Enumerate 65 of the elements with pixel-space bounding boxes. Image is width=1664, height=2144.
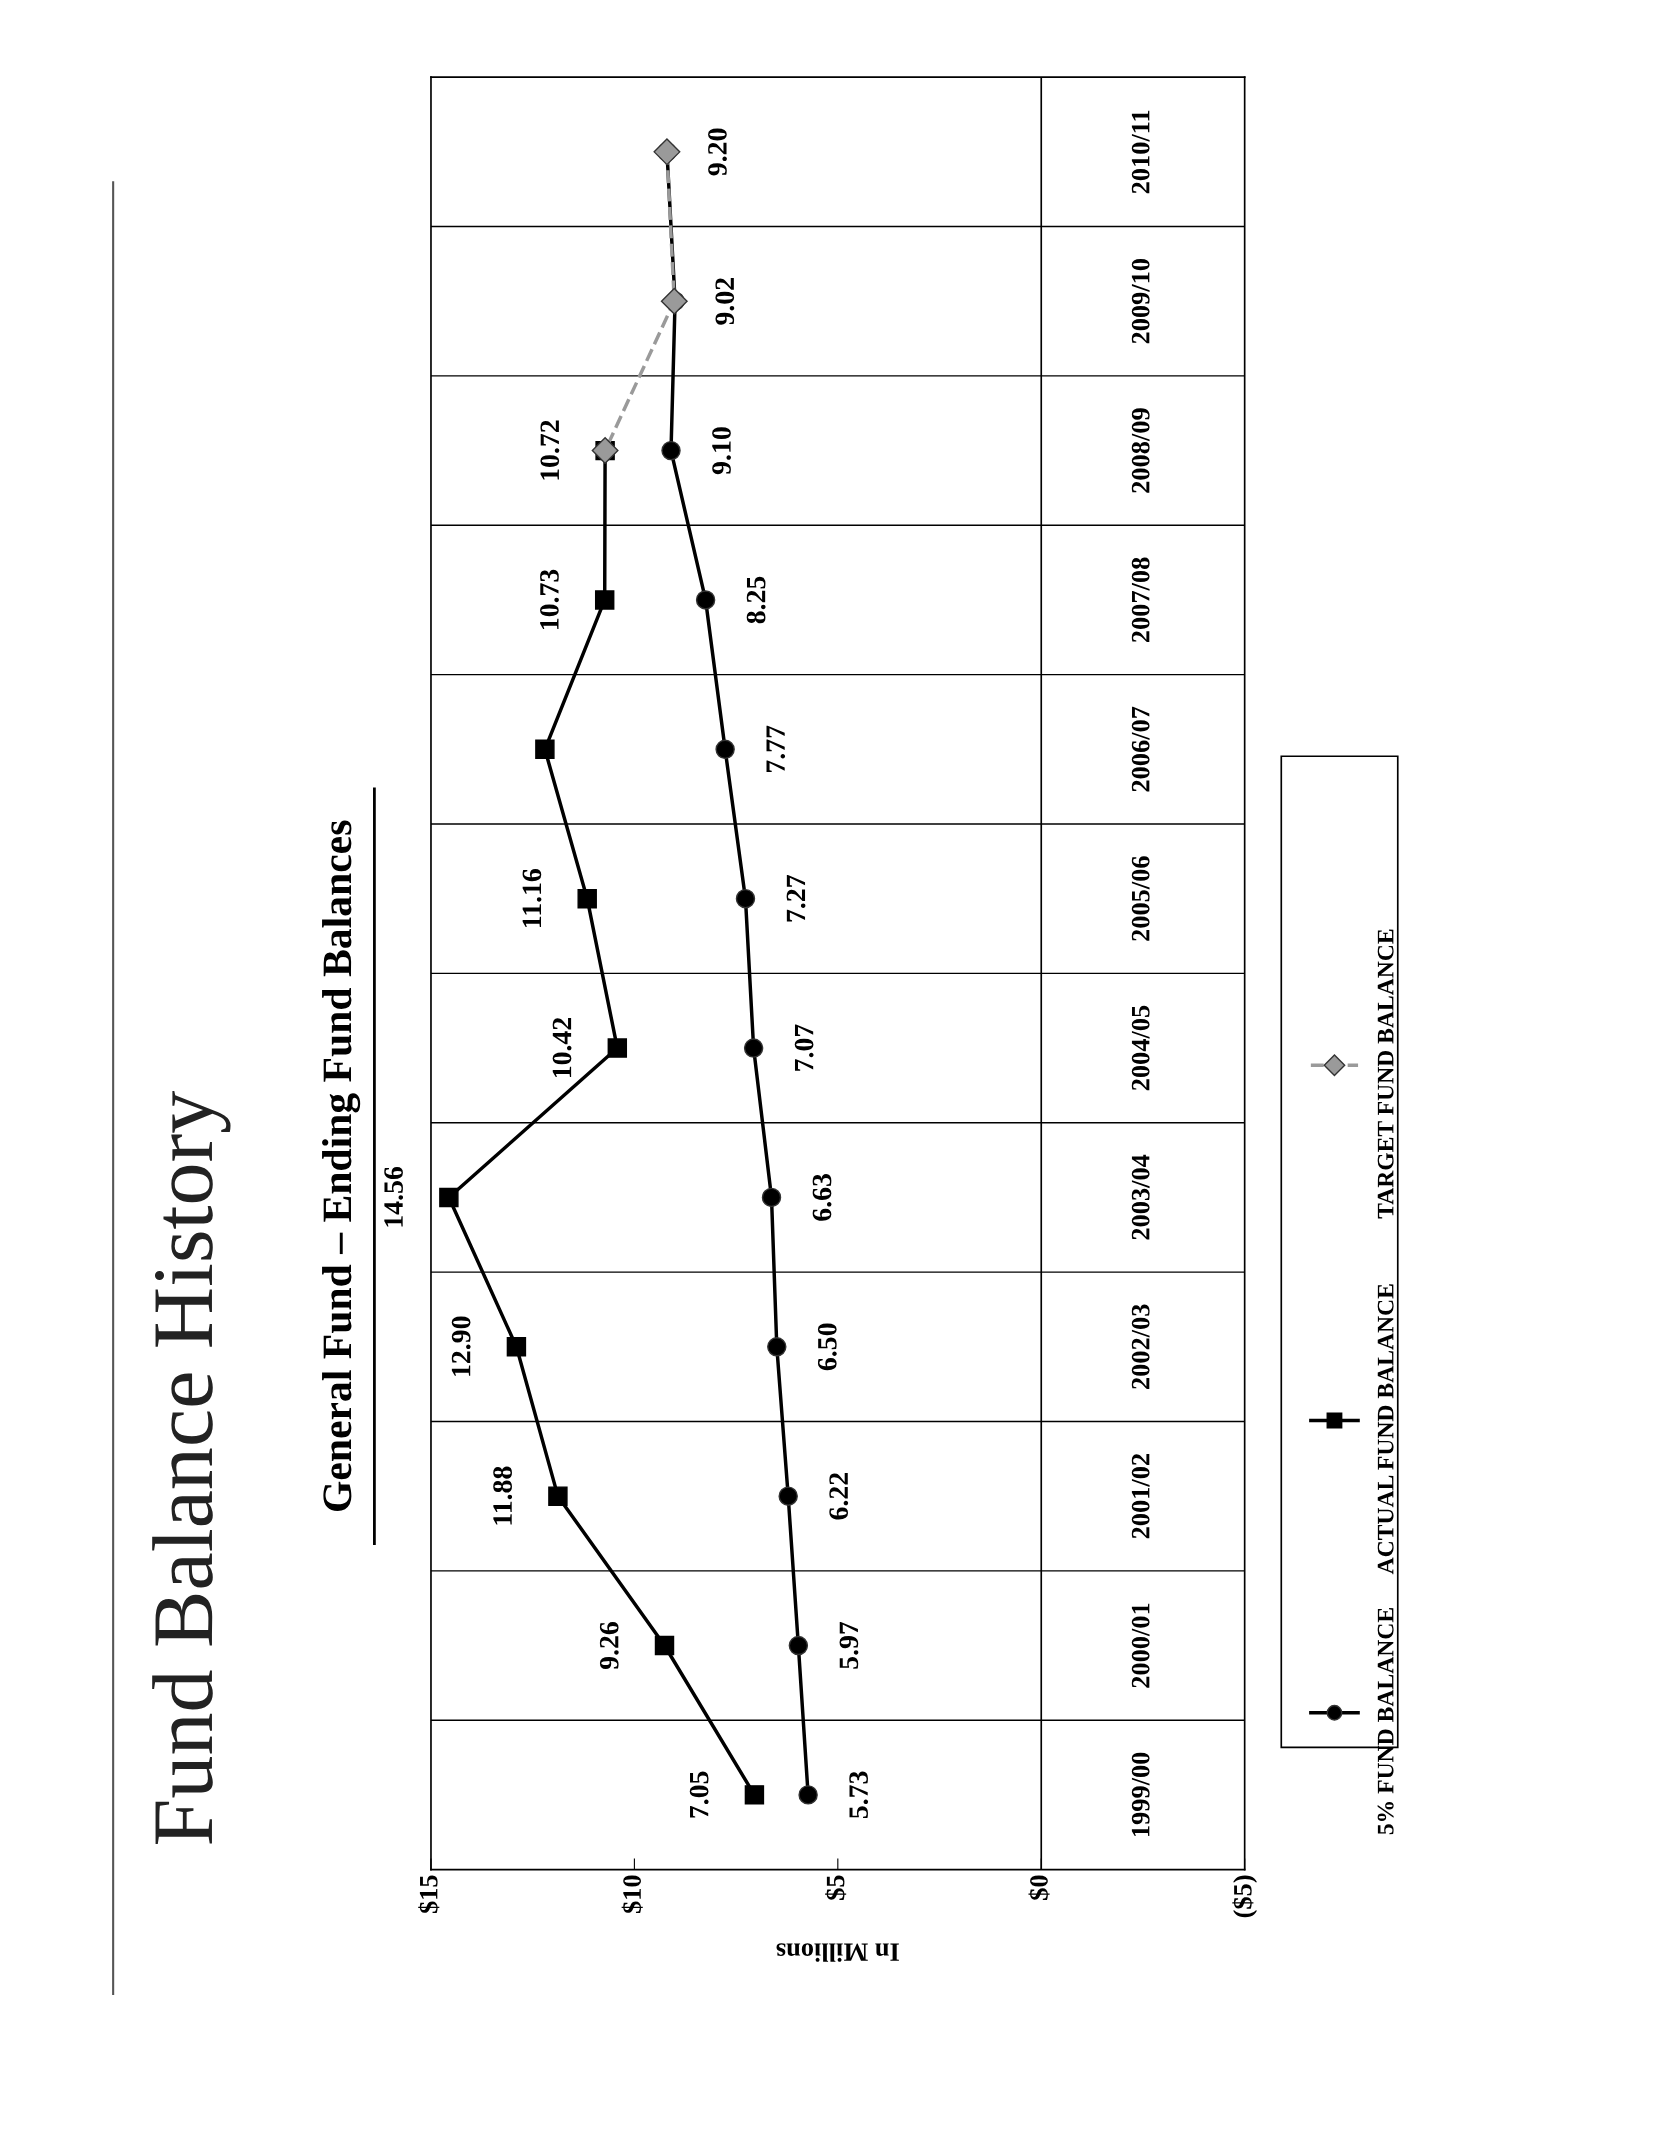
y-tick-label: 2010/11 xyxy=(1131,110,1150,194)
y-tick-label: 2000/01 xyxy=(1131,1603,1150,1688)
point xyxy=(798,1785,818,1805)
point xyxy=(744,1785,765,1805)
data-label: 7.05 xyxy=(689,1771,709,1818)
y-tick-label: 2008/09 xyxy=(1131,408,1150,493)
data-label: 8.25 xyxy=(746,576,766,624)
legend-label: ACTUAL FUND BALANCE xyxy=(1377,1284,1394,1575)
x-tick-label: $10 xyxy=(621,1875,643,1914)
legend-label: TARGET FUND BALANCE xyxy=(1377,929,1394,1219)
x-axis-title: In Millions xyxy=(776,1943,899,1962)
y-tick-label: 2002/03 xyxy=(1131,1304,1150,1389)
y-tick-label: 2003/04 xyxy=(1131,1154,1150,1240)
legend-label: 5% FUND BALANCE xyxy=(1377,1608,1394,1835)
point xyxy=(535,739,555,760)
y-tick-label: 2004/05 xyxy=(1131,1005,1150,1091)
data-label: 10.42 xyxy=(552,1018,572,1078)
point xyxy=(660,287,688,315)
text: General Fund – Ending Fund Balances xyxy=(322,820,361,1512)
data-label: 9.10 xyxy=(712,427,731,475)
x-tick-label: $15 xyxy=(418,1875,440,1914)
data-label: 5.97 xyxy=(839,1621,859,1669)
point xyxy=(594,590,615,610)
point xyxy=(577,888,597,909)
data-label: 11.16 xyxy=(522,869,542,927)
point xyxy=(788,1635,809,1656)
y-tick-label: 2009/10 xyxy=(1131,258,1150,344)
x-tick-label: $0 xyxy=(1028,1875,1050,1900)
data-label: 9.02 xyxy=(715,278,735,325)
data-label: 9.20 xyxy=(708,128,727,176)
point xyxy=(715,739,735,760)
point xyxy=(778,1486,798,1506)
data-label: 7.27 xyxy=(786,875,806,922)
point xyxy=(761,1187,782,1208)
y-tick-label: 2007/08 xyxy=(1131,557,1150,643)
x-tick-label: $5 xyxy=(825,1875,847,1900)
y-tick-label: 2006/07 xyxy=(1131,706,1150,792)
point xyxy=(506,1337,527,1357)
point xyxy=(653,138,681,166)
data-label: 12.90 xyxy=(451,1316,471,1376)
point xyxy=(743,1038,764,1058)
point xyxy=(735,888,756,909)
y-tick-label: 1999/00 xyxy=(1131,1752,1150,1837)
point xyxy=(607,1038,628,1058)
data-label: 5.73 xyxy=(849,1771,869,1819)
x-tick-label: ($5) xyxy=(1232,1875,1258,1918)
data-label: 14.56 xyxy=(384,1166,404,1227)
point xyxy=(439,1187,459,1208)
data-label: 10.73 xyxy=(540,569,559,629)
data-label: 6.22 xyxy=(829,1473,849,1520)
data-label: 7.07 xyxy=(794,1024,814,1071)
data-label: 11.88 xyxy=(493,1466,513,1525)
data-label: 6.63 xyxy=(812,1174,832,1221)
point xyxy=(661,440,681,461)
data-label: 10.72 xyxy=(540,420,560,480)
y-tick-label: 2001/02 xyxy=(1131,1454,1150,1539)
point xyxy=(695,590,716,610)
point xyxy=(767,1337,787,1357)
point xyxy=(548,1486,568,1506)
data-label: 7.77 xyxy=(766,725,786,773)
y-tick-label: 2005/06 xyxy=(1131,856,1150,941)
data-label: 9.26 xyxy=(599,1622,619,1670)
point xyxy=(654,1635,675,1656)
data-label: 6.50 xyxy=(817,1323,837,1371)
text: Fund Balance History xyxy=(152,1091,231,1845)
